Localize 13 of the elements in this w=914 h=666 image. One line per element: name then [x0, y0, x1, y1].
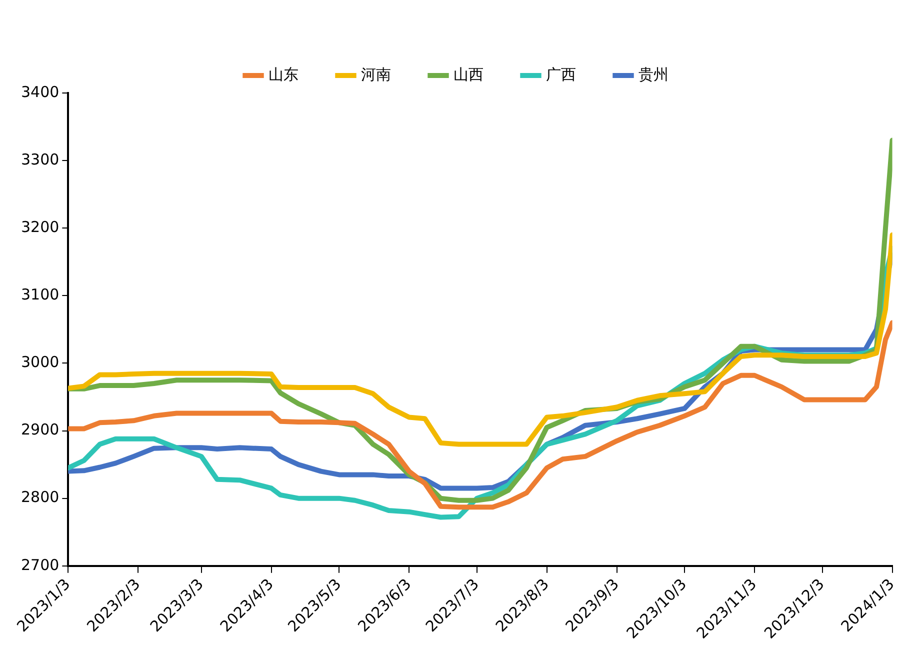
y-tick-label: 2900 — [20, 420, 60, 439]
legend-label: 贵州 — [638, 65, 668, 84]
legend-label: 广西 — [546, 65, 576, 84]
y-tick-label: 2700 — [20, 556, 60, 574]
legend-label: 山东 — [268, 65, 298, 84]
legend-label: 山西 — [453, 65, 484, 84]
y-tick-label: 3200 — [20, 218, 60, 236]
y-tick-label: 2800 — [20, 488, 60, 506]
legend-label: 河南 — [360, 65, 391, 84]
y-tick-label: 3300 — [20, 150, 60, 168]
y-tick-label: 3100 — [20, 286, 60, 304]
y-tick-label: 3000 — [20, 353, 60, 372]
y-tick-label: 3400 — [20, 82, 60, 101]
